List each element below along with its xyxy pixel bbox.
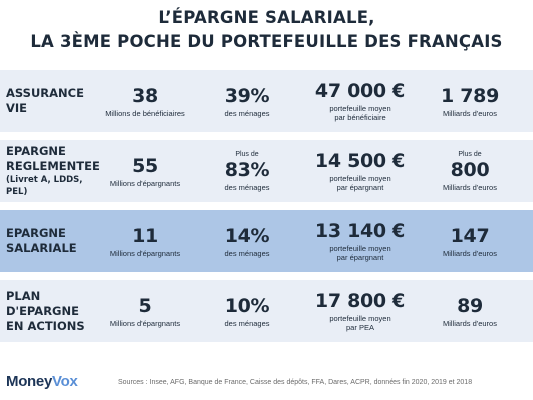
- logo-money-text: Money: [6, 373, 53, 390]
- cell-total_outstanding: 89 Milliards d'euros: [425, 280, 515, 342]
- cell-caption: Millions de bénéficiaires: [105, 109, 185, 118]
- cell-average_portfolio: 14 500 € portefeuille moyen par épargnant: [305, 140, 415, 202]
- row-label-line: ASSURANCE: [6, 86, 84, 100]
- table-row: EPARGNE SALARIALE 11 Millions d'épargnants 1…: [0, 210, 533, 272]
- cell-beneficiaries: 55 Millions d'épargnants: [105, 140, 185, 202]
- row-label-line: SALARIALE: [6, 241, 77, 255]
- cell-caption: des ménages: [224, 183, 269, 192]
- cell-households_share: 10% des ménages: [205, 280, 289, 342]
- cell-value: 47 000 €: [314, 80, 406, 102]
- cell-caption-line: Millions d'épargnants: [109, 318, 181, 328]
- table-row: PLAN D'EPARGNE EN ACTIONS 5 Millions d'éparg…: [0, 280, 533, 342]
- cell-caption-line: Millions de bénéficiaires: [105, 108, 185, 118]
- cell-beneficiaries: 11 Millions d'épargnants: [105, 210, 185, 272]
- cell-value: 14%: [224, 224, 270, 247]
- cell-caption: des ménages: [224, 249, 269, 258]
- cell-value: 13 140 €: [314, 220, 406, 242]
- row-label-line: EPARGNE: [6, 226, 66, 240]
- cell-caption-line: Milliards d'euros: [443, 182, 497, 192]
- cell-caption: portefeuille moyen par PEA: [329, 314, 390, 332]
- cell-caption: portefeuille moyen par épargnant: [329, 174, 390, 192]
- moneyvox-logo: MoneyVox: [6, 372, 78, 392]
- cell-households_share: 39% des ménages: [205, 70, 289, 132]
- cell-caption: Millions d'épargnants: [110, 319, 180, 328]
- row-label-line: PLAN: [6, 288, 41, 303]
- title-line-2: LA 3ÈME POCHE DU PORTEFEUILLE DES FRANÇA…: [30, 32, 503, 51]
- row-label-line: EN ACTIONS: [6, 318, 85, 333]
- cell-average_portfolio: 13 140 € portefeuille moyen par épargnant: [305, 210, 415, 272]
- cell-total_outstanding: 147 Milliards d'euros: [425, 210, 515, 272]
- cell-value: 800: [450, 158, 490, 181]
- cell-average_portfolio: 47 000 € portefeuille moyen par bénéficiai…: [305, 70, 415, 132]
- row-label-line: EPARGNE: [6, 144, 66, 158]
- row-label-line: VIE: [6, 101, 28, 115]
- row-label-sub: (Livret A, LDDS, PEL): [6, 175, 83, 197]
- cell-caption-line: portefeuille moyen: [329, 104, 391, 113]
- cell-value: 10%: [224, 294, 270, 317]
- cell-value: 55: [132, 154, 158, 177]
- cell-caption: Millions d'épargnants: [110, 179, 180, 188]
- cell-beneficiaries: 5 Millions d'épargnants: [105, 280, 185, 342]
- cell-caption-line: des ménages: [224, 318, 270, 328]
- cell-prefix: Plus de: [458, 150, 482, 158]
- page-title: L’ÉPARGNE SALARIALE, LA 3ÈME POCHE DU PO…: [0, 6, 533, 54]
- row-label: PLAN D'EPARGNE EN ACTIONS: [6, 280, 106, 342]
- cell-value: 1 789: [441, 84, 499, 107]
- cell-caption-line: par bénéficiaire: [334, 113, 386, 122]
- cell-caption-line: Milliards d'euros: [443, 248, 497, 258]
- title-line-1: L’ÉPARGNE SALARIALE,: [158, 8, 375, 27]
- cell-value: 147: [450, 224, 490, 247]
- table-row: EPARGNE REGLEMENTEE (Livret A, LDDS, PEL) 5…: [0, 140, 533, 202]
- footer: MoneyVox Sources : Insee, AFG, Banque de…: [0, 370, 533, 394]
- cell-caption: des ménages: [224, 319, 269, 328]
- table-row: ASSURANCE VIE 38 Millions de bénéficiaires 3…: [0, 70, 533, 132]
- cell-total_outstanding: Plus de 800 Milliards d'euros: [425, 140, 515, 202]
- cell-value: 5: [138, 294, 152, 317]
- cell-caption-line: par épargnant: [336, 253, 384, 262]
- cell-value: 89: [457, 294, 483, 317]
- cell-caption-line: des ménages: [224, 182, 270, 192]
- row-label: EPARGNE REGLEMENTEE (Livret A, LDDS, PEL): [6, 140, 106, 202]
- cell-caption-line: par PEA: [346, 323, 374, 332]
- cell-caption: portefeuille moyen par épargnant: [329, 244, 390, 262]
- cell-value: 38: [132, 84, 158, 107]
- cell-households_share: Plus de 83% des ménages: [205, 140, 289, 202]
- cell-caption: Millions d'épargnants: [110, 249, 180, 258]
- cell-caption: Milliards d'euros: [443, 319, 497, 328]
- cell-caption-line: des ménages: [224, 248, 270, 258]
- cell-caption-line: portefeuille moyen: [329, 244, 391, 253]
- cell-value: 11: [132, 224, 158, 247]
- cell-caption: Milliards d'euros: [443, 183, 497, 192]
- cell-value: 14 500 €: [314, 150, 406, 172]
- savings-comparison-table: ASSURANCE VIE 38 Millions de bénéficiaires 3…: [0, 70, 533, 350]
- cell-caption-line: des ménages: [224, 108, 270, 118]
- cell-caption-line: Milliards d'euros: [443, 108, 497, 118]
- cell-caption: des ménages: [224, 109, 269, 118]
- cell-caption-line: portefeuille moyen: [329, 314, 391, 323]
- cell-total_outstanding: 1 789 Milliards d'euros: [425, 70, 515, 132]
- cell-value: 83%: [224, 158, 270, 181]
- cell-caption-line: Millions d'épargnants: [109, 178, 181, 188]
- cell-caption: Milliards d'euros: [443, 249, 497, 258]
- cell-beneficiaries: 38 Millions de bénéficiaires: [105, 70, 185, 132]
- cell-caption: portefeuille moyen par bénéficiaire: [329, 104, 390, 122]
- logo-vox-text: Vox: [52, 373, 78, 390]
- cell-households_share: 14% des ménages: [205, 210, 289, 272]
- cell-caption: Milliards d'euros: [443, 109, 497, 118]
- cell-value: 17 800 €: [314, 290, 406, 312]
- row-label-line: REGLEMENTEE: [6, 159, 100, 173]
- row-label: EPARGNE SALARIALE: [6, 210, 106, 272]
- cell-caption-line: Milliards d'euros: [443, 318, 497, 328]
- row-label-line: D'EPARGNE: [6, 303, 79, 318]
- cell-caption-line: Millions d'épargnants: [109, 248, 181, 258]
- sources-note: Sources : Insee, AFG, Banque de France, …: [118, 379, 473, 386]
- cell-value: 39%: [224, 84, 270, 107]
- cell-caption-line: portefeuille moyen: [329, 174, 391, 183]
- row-label: ASSURANCE VIE: [6, 70, 106, 132]
- cell-caption-line: par épargnant: [336, 183, 384, 192]
- cell-prefix: Plus de: [235, 150, 259, 158]
- cell-average_portfolio: 17 800 € portefeuille moyen par PEA: [305, 280, 415, 342]
